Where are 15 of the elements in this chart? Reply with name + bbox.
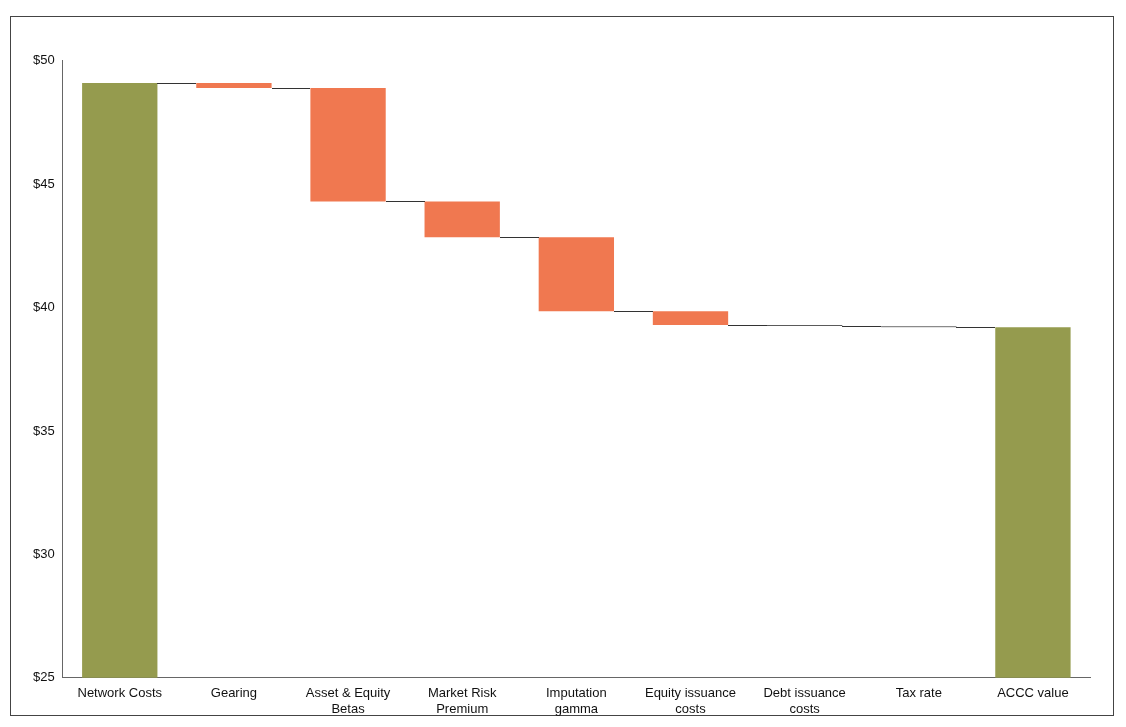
x-tick-label: Equity issuance costs bbox=[644, 685, 737, 716]
x-tick-label: Gearing bbox=[210, 685, 258, 701]
y-tick-label: $35 bbox=[32, 422, 55, 438]
x-tick-label: Debt issuance costs bbox=[763, 685, 846, 716]
x-tick-label: Network Costs bbox=[77, 685, 163, 701]
x-tick-label: Market Risk Premium bbox=[427, 685, 498, 716]
x-tick-label: ACCC value bbox=[997, 685, 1069, 701]
y-tick-label: $30 bbox=[32, 545, 55, 561]
y-tick-label: $25 bbox=[32, 669, 55, 685]
x-tick-label: Imputation gamma bbox=[545, 685, 607, 716]
y-tick-label: $45 bbox=[32, 175, 55, 191]
y-tick-label: $40 bbox=[32, 299, 55, 315]
y-tick-label: $50 bbox=[32, 52, 55, 68]
x-tick-label: Tax rate bbox=[895, 685, 942, 701]
x-tick-label: Asset & Equity Betas bbox=[305, 685, 391, 716]
